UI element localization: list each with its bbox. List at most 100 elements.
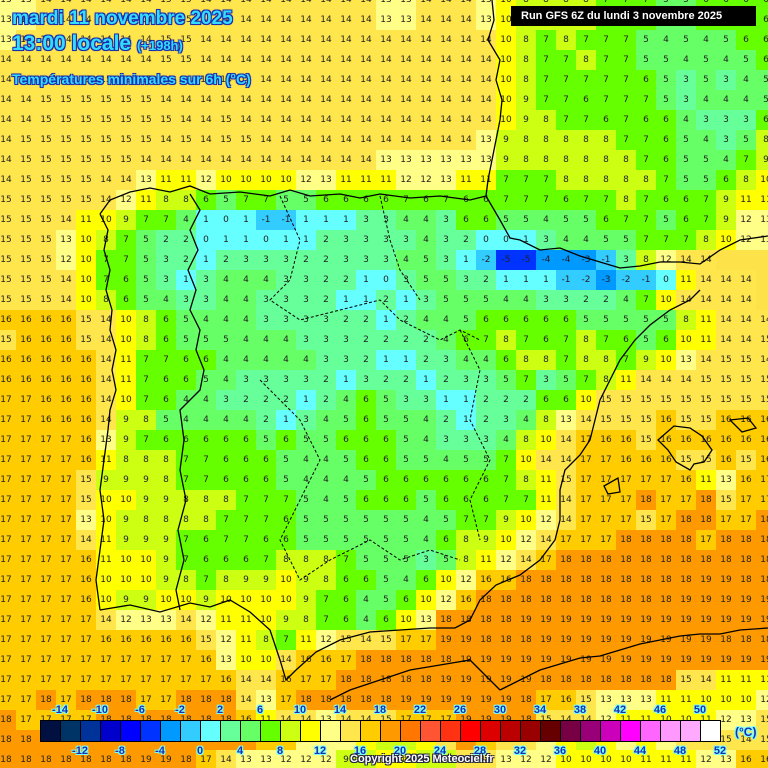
grid-value: 18	[756, 630, 768, 650]
legend-tick-label: 48	[673, 745, 687, 757]
grid-value: 5	[656, 0, 676, 10]
grid-value: 14	[336, 30, 356, 50]
grid-value: 9	[136, 490, 156, 510]
grid-value: 14	[396, 70, 416, 90]
grid-value: 14	[716, 290, 736, 310]
grid-value: 3	[736, 110, 756, 130]
grid-value: 18	[196, 690, 216, 710]
grid-value: 14	[256, 0, 276, 10]
grid-value: 16	[76, 350, 96, 370]
grid-value: 16	[56, 330, 76, 350]
grid-value: 14	[316, 110, 336, 130]
grid-value: 10	[116, 310, 136, 330]
grid-value: 8	[496, 330, 516, 350]
grid-value: 2	[476, 390, 496, 410]
grid-value: 2	[416, 330, 436, 350]
grid-value: 17	[0, 390, 16, 410]
grid-value: 5	[296, 430, 316, 450]
grid-value: 11	[676, 690, 696, 710]
grid-value: 10	[236, 650, 256, 670]
grid-value: 14	[256, 50, 276, 70]
grid-value: 5	[396, 510, 416, 530]
grid-value: 14	[676, 290, 696, 310]
grid-value: 14	[0, 90, 16, 110]
grid-value: 7	[176, 530, 196, 550]
grid-value: 5	[656, 90, 676, 110]
grid-value: 18	[296, 690, 316, 710]
grid-value: 14	[116, 0, 136, 10]
grid-value: 3	[336, 330, 356, 350]
grid-value: 2	[216, 250, 236, 270]
grid-value: 9	[496, 510, 516, 530]
legend-unit: (°C)	[735, 725, 757, 739]
grid-value: 5	[656, 70, 676, 90]
grid-value: 5	[336, 530, 356, 550]
grid-value: 17	[0, 550, 16, 570]
legend-tick-label: 24	[433, 745, 447, 757]
grid-value: 18	[556, 670, 576, 690]
grid-value: 3	[356, 210, 376, 230]
grid-value: 11	[236, 610, 256, 630]
grid-value: -2	[576, 270, 596, 290]
grid-value: 18	[696, 510, 716, 530]
grid-value: 14	[416, 90, 436, 110]
grid-value: 13	[0, 0, 16, 10]
grid-value: 10	[496, 530, 516, 550]
grid-value: -3	[576, 250, 596, 270]
grid-value: 16	[556, 690, 576, 710]
grid-value: 17	[296, 670, 316, 690]
grid-value: 11	[96, 530, 116, 550]
grid-value: 6	[396, 470, 416, 490]
grid-value: 14	[356, 130, 376, 150]
grid-value: 7	[516, 490, 536, 510]
grid-value: 8	[596, 150, 616, 170]
grid-value: 4	[236, 290, 256, 310]
legend-swatch	[621, 721, 641, 741]
grid-value: 8	[516, 470, 536, 490]
grid-value: 10	[716, 230, 736, 250]
grid-value: 6	[656, 130, 676, 150]
grid-value: 14	[336, 130, 356, 150]
grid-value: 8	[576, 130, 596, 150]
grid-value: 14	[436, 10, 456, 30]
legend-tick-label: 42	[613, 704, 627, 716]
grid-value: 17	[176, 650, 196, 670]
grid-value: 4	[216, 310, 236, 330]
grid-value: 0	[496, 230, 516, 250]
grid-value: 13	[716, 750, 736, 768]
grid-value: 15	[156, 30, 176, 50]
grid-value: 19	[716, 610, 736, 630]
grid-value: 16	[116, 630, 136, 650]
grid-value: 14	[336, 50, 356, 70]
grid-value: 15	[16, 190, 36, 210]
grid-value: 14	[56, 10, 76, 30]
grid-value: 18	[556, 590, 576, 610]
grid-value: 15	[56, 170, 76, 190]
grid-value: 5	[696, 150, 716, 170]
grid-value: 15	[736, 390, 756, 410]
grid-value: 3	[436, 250, 456, 270]
grid-value: 8	[516, 0, 536, 10]
grid-value: 15	[36, 210, 56, 230]
grid-value: 18	[356, 670, 376, 690]
grid-value: 7	[616, 0, 636, 10]
grid-value: 17	[756, 470, 768, 490]
grid-value: 5	[356, 510, 376, 530]
grid-value: 5	[356, 470, 376, 490]
grid-value: 15	[696, 370, 716, 390]
grid-value: 8	[136, 410, 156, 430]
legend-swatch	[561, 721, 581, 741]
grid-value: 17	[576, 530, 596, 550]
grid-value: 14	[436, 110, 456, 130]
grid-value: 6	[676, 190, 696, 210]
grid-value: 8	[116, 450, 136, 470]
grid-value: 16	[176, 630, 196, 650]
grid-value: 12	[396, 170, 416, 190]
grid-value: 14	[0, 170, 16, 190]
grid-value: -4	[536, 250, 556, 270]
grid-value: 19	[156, 750, 176, 768]
grid-value: 17	[16, 390, 36, 410]
grid-value: 10	[96, 510, 116, 530]
grid-value: 19	[676, 610, 696, 630]
grid-value: 1	[396, 290, 416, 310]
